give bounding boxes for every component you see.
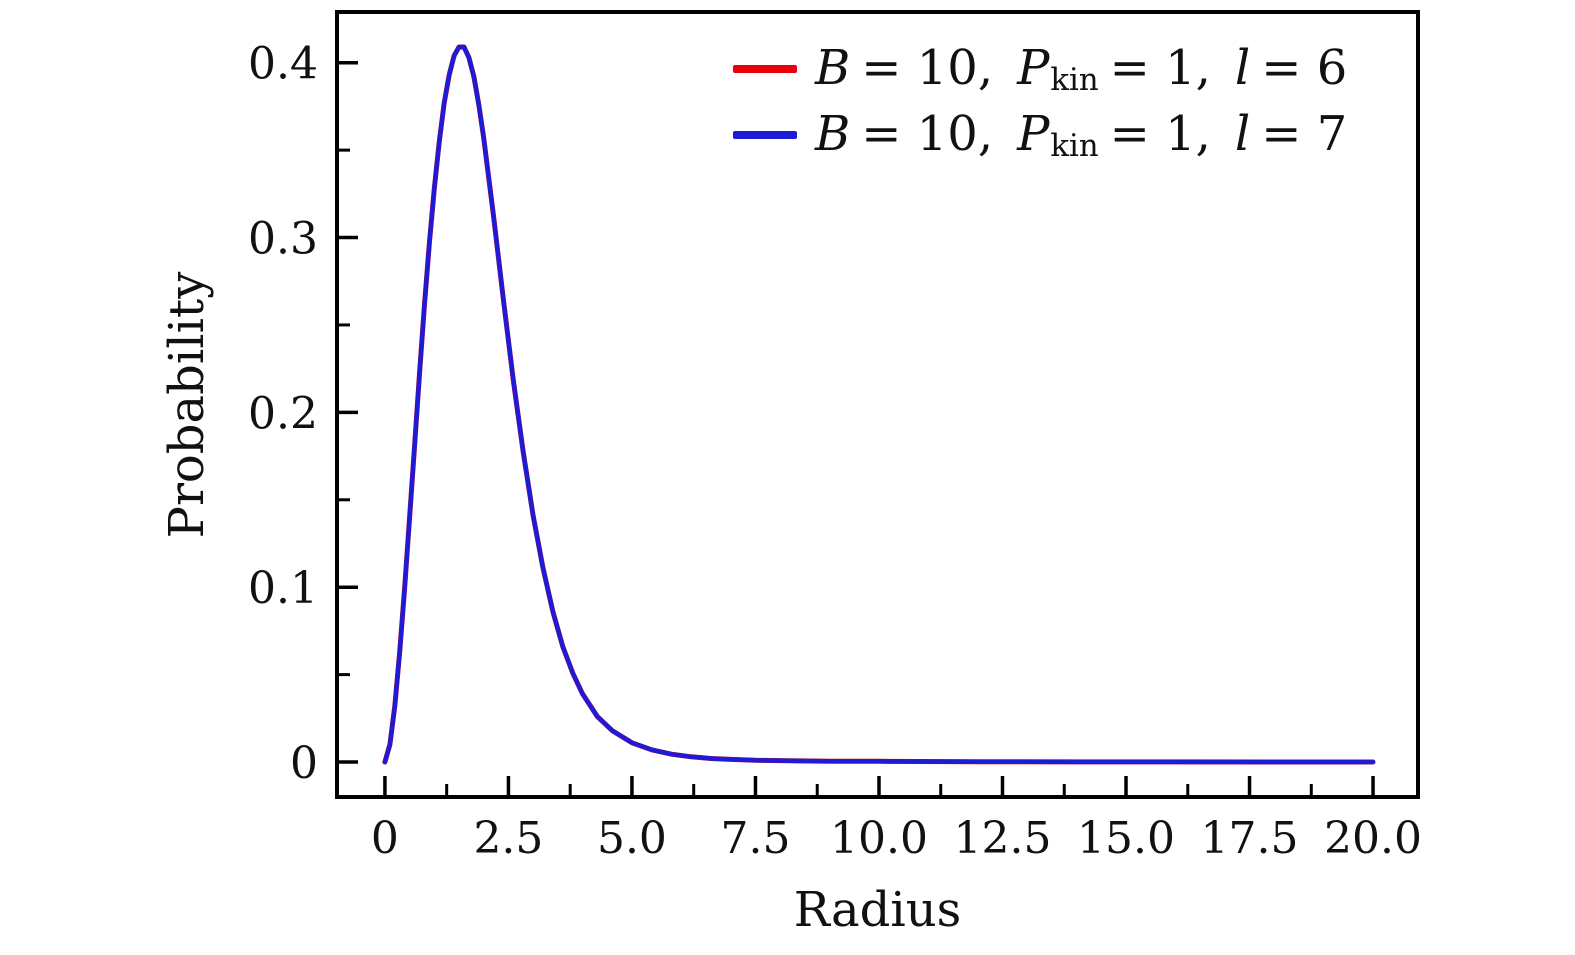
legend-label-l7: B = 10, Pkin = 1, l = 7 — [815, 106, 1347, 165]
y-tick-label: 0 — [290, 738, 318, 789]
x-tick-label: 12.5 — [954, 813, 1052, 864]
y-tick-label: 0.2 — [248, 388, 318, 439]
legend-line-swatch-red — [733, 65, 797, 73]
legend-var-P: P — [1017, 105, 1050, 162]
legend-var-B: B — [815, 39, 851, 96]
legend: B = 10, Pkin = 1, l = 6 B = 10, Pkin = 1, l = 7 — [733, 36, 1347, 168]
legend-eq-B: = 10, — [861, 105, 994, 162]
x-tick-label: 5.0 — [597, 813, 667, 864]
x-tick-label: 17.5 — [1201, 813, 1299, 864]
legend-var-P: P — [1017, 39, 1050, 96]
legend-sub-kin: kin — [1050, 62, 1099, 99]
x-tick-label: 10.0 — [830, 813, 928, 864]
y-tick-label: 0.4 — [248, 39, 318, 90]
legend-var-B: B — [815, 105, 851, 162]
legend-eq-B: = 10, — [861, 39, 994, 96]
x-tick-label: 7.5 — [720, 813, 790, 864]
y-tick-label: 0.1 — [248, 563, 318, 614]
legend-line-swatch-blue — [733, 131, 797, 139]
x-tick-label: 20.0 — [1324, 813, 1422, 864]
axes-frame — [335, 10, 1420, 799]
legend-eq-P: = 1, — [1109, 39, 1211, 96]
legend-eq-l: = 7 — [1261, 105, 1348, 162]
x-tick-label: 2.5 — [473, 813, 543, 864]
y-tick-label: 0.3 — [248, 214, 318, 265]
x-tick-label: 15.0 — [1077, 813, 1175, 864]
legend-sub-kin: kin — [1050, 128, 1099, 165]
legend-eq-P: = 1, — [1109, 105, 1211, 162]
legend-entry-l6: B = 10, Pkin = 1, l = 6 — [733, 36, 1347, 102]
legend-label-l6: B = 10, Pkin = 1, l = 6 — [815, 40, 1347, 99]
x-axis-title: Radius — [793, 882, 962, 938]
series-line-l7 — [382, 44, 1376, 765]
legend-eq-l: = 6 — [1261, 39, 1348, 96]
legend-entry-l7: B = 10, Pkin = 1, l = 7 — [733, 102, 1347, 168]
x-tick-label: 0 — [371, 813, 399, 864]
legend-var-l: l — [1234, 105, 1251, 162]
legend-var-l: l — [1234, 39, 1251, 96]
y-axis-title: Probability — [159, 271, 215, 539]
